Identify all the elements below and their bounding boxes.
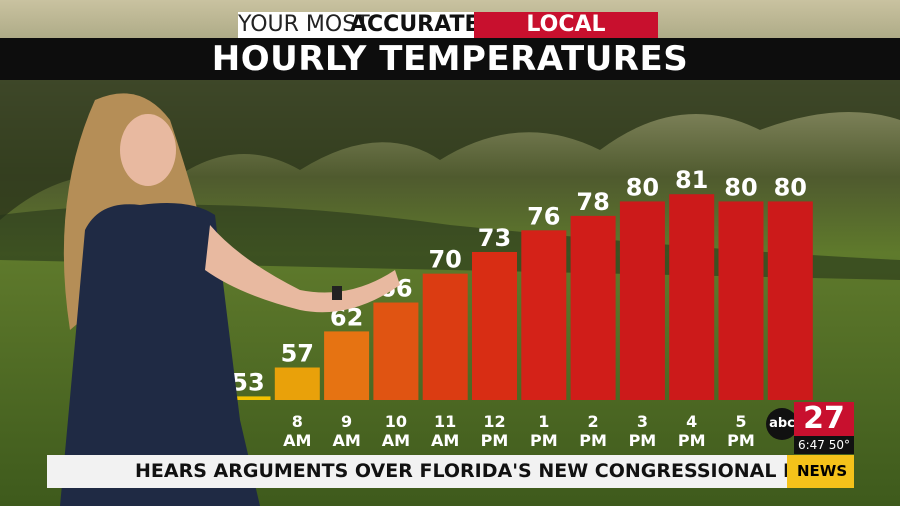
bar: [718, 201, 764, 400]
bar: [225, 396, 271, 400]
value-label: 57: [281, 340, 314, 368]
x-tick-label: 2 PM: [579, 412, 607, 450]
channel: 27: [794, 402, 854, 436]
x-tick-label: 10 AM: [381, 412, 411, 450]
network: abc: [766, 408, 798, 440]
value-label: 73: [478, 224, 511, 252]
bar: [767, 201, 813, 400]
bar: [619, 201, 665, 400]
x-tick-label: 12 PM: [480, 412, 509, 450]
bar: [570, 215, 616, 400]
value-label: 76: [527, 202, 560, 230]
x-tick-label: 4 PM: [677, 412, 706, 450]
x-tick-label: 9 AM: [332, 412, 361, 450]
x-tick-label: 5 PM: [727, 412, 755, 450]
station-logo: abc 27 6:47 50°: [766, 402, 854, 454]
x-tick-label: 1 PM: [529, 412, 558, 450]
value-label: 78: [576, 188, 609, 216]
current-temp: 50°: [828, 438, 851, 452]
time: 6:47: [797, 438, 825, 452]
chart-title: HOURLY TEMPERATURES: [0, 38, 900, 80]
value-label: 80: [626, 173, 659, 201]
bar: [422, 273, 468, 400]
value-label: 81: [675, 166, 708, 194]
ticker: HEARS ARGUMENTS OVER FLORIDA'S NEW CONGR…: [47, 455, 787, 488]
x-tick-label: 3 PM: [628, 412, 657, 450]
x-tick-label: 11 AM: [431, 412, 460, 450]
bar: [373, 302, 419, 400]
tagline: YOUR MOST ACCURATE LOCAL FORECAST: [238, 12, 658, 63]
bar: [324, 331, 370, 400]
bar: [472, 251, 517, 400]
ticker-label: NEWS: [787, 455, 854, 488]
bar: [274, 367, 320, 400]
presenter: [60, 93, 400, 506]
bar: [669, 194, 715, 400]
tagline-bold: ACCURATE: [350, 12, 480, 37]
value-label: 80: [724, 173, 757, 201]
value-label: 53: [231, 368, 264, 396]
bar: [521, 230, 567, 400]
badge: LOCAL FORECAST: [474, 12, 658, 63]
trees: [0, 80, 900, 220]
value-label: 80: [774, 173, 807, 201]
tagline-text: YOUR MOST: [238, 12, 370, 37]
x-tick-label: 8 AM: [283, 412, 312, 450]
value-label: 70: [428, 246, 461, 274]
